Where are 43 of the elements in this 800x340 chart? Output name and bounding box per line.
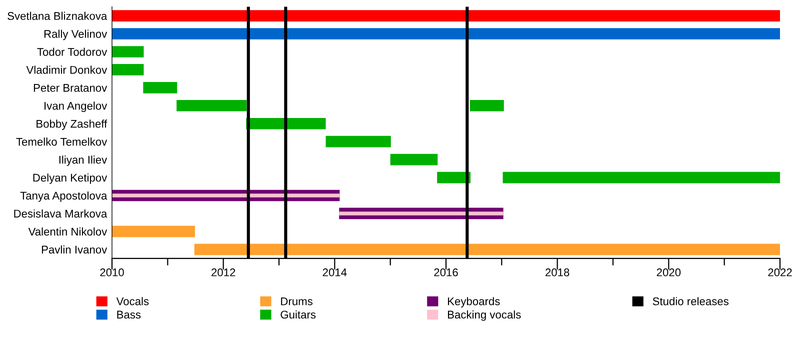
bar — [112, 226, 195, 238]
bar — [112, 194, 340, 198]
y-tick-label: Bobby Zasheff — [36, 120, 108, 130]
bar — [176, 100, 247, 112]
legend-label: Vocals — [116, 297, 149, 306]
legend-label: Studio releases — [652, 297, 728, 306]
x-tick-label: 2014 — [322, 268, 347, 276]
y-tick-label: Iliyan Iliev — [59, 156, 108, 166]
x-tick-label: 2020 — [656, 268, 681, 276]
bar — [390, 154, 438, 166]
bar — [112, 46, 144, 58]
y-tick-label: Valentin Nikolov — [28, 227, 108, 236]
y-tick-label: Tanya Apostolova — [20, 191, 108, 202]
y-tick-label: Temelko Temelkov — [16, 138, 108, 146]
y-tick-label: Todor Todorov — [37, 48, 108, 56]
legend-label: Guitars — [280, 310, 316, 319]
y-tick-label: Delyan Ketipov — [33, 174, 108, 184]
x-tick-label: 2018 — [546, 268, 570, 276]
y-tick-label: Svetlana Bliznakova — [8, 12, 108, 20]
y-tick-label: Pavlin Ivanov — [42, 245, 108, 254]
y-tick-label: Peter Bratanov — [34, 84, 108, 92]
x-tick-label: 2012 — [212, 268, 236, 276]
bar — [470, 100, 504, 112]
bar — [194, 244, 780, 256]
x-tick-label: 2010 — [100, 268, 124, 276]
bar — [112, 64, 144, 76]
bar — [112, 28, 780, 40]
y-tick-label: Vladimir Donkov — [26, 66, 108, 74]
y-tick-label: Ivan Angelov — [44, 102, 108, 112]
bar — [339, 212, 504, 216]
bar — [502, 172, 780, 184]
bar — [246, 118, 326, 130]
bar — [112, 10, 780, 22]
x-tick-label: 2022 — [768, 268, 792, 276]
legend-label: Backing vocals — [448, 310, 521, 321]
y-tick-label: Rally Velinov — [44, 30, 108, 40]
x-tick-label: 2016 — [434, 268, 458, 276]
legend-label: Drums — [281, 298, 312, 306]
y-tick-label: Desislava Markova — [14, 209, 108, 218]
legend-label: Keyboards — [448, 297, 500, 308]
legend-label: Bass — [117, 310, 141, 319]
bar — [326, 136, 391, 148]
bar — [143, 82, 178, 94]
